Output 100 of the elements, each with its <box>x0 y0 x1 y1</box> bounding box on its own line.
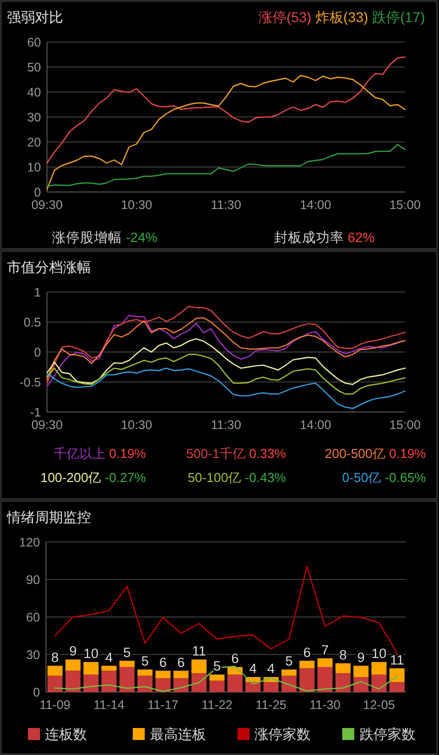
bar <box>299 668 315 692</box>
bar <box>173 670 189 678</box>
bar <box>155 670 171 678</box>
chart-title: 强弱对比 <box>7 9 63 25</box>
legend-label: 涨停家数 <box>254 726 310 742</box>
bar <box>137 670 153 676</box>
line-series <box>46 144 406 187</box>
legend-label: 最高连板 <box>150 726 206 742</box>
y-tick-label: 1 <box>34 285 42 300</box>
bar <box>47 666 63 676</box>
line-series <box>46 368 406 409</box>
bar <box>299 660 315 668</box>
bar <box>209 674 225 681</box>
chart-title: 市值分档涨幅 <box>7 259 91 275</box>
y-tick-label: 0 <box>34 185 42 200</box>
bar <box>65 670 81 692</box>
bar <box>281 676 297 692</box>
text: 100-200亿 -0.27% <box>40 470 146 485</box>
y-tick-label: 120 <box>19 535 40 550</box>
x-tick-label: 11-09 <box>39 698 71 712</box>
bar <box>47 676 63 692</box>
x-tick-label: 11-22 <box>201 698 233 712</box>
bar <box>119 667 135 692</box>
bar <box>335 663 351 674</box>
data-label: 8 <box>51 650 59 665</box>
legend-label: 跌停家数 <box>359 726 416 742</box>
chart-title: 情绪周期监控 <box>6 509 91 525</box>
text: 50-100亿 -0.43% <box>188 470 286 485</box>
x-tick-label: 09:30 <box>31 198 63 212</box>
bar <box>389 682 405 692</box>
bar <box>83 662 99 674</box>
data-label: 4 <box>249 661 258 676</box>
bar <box>137 676 153 692</box>
bar <box>245 682 261 692</box>
x-tick-label: 10:30 <box>120 198 152 212</box>
x-tick-label: 09:30 <box>31 418 63 432</box>
x-tick-label: 14:00 <box>300 198 332 212</box>
y-tick-label: 30 <box>26 648 40 662</box>
x-tick-label: 14:00 <box>300 418 332 432</box>
data-label: 5 <box>123 644 131 660</box>
bar <box>209 680 225 692</box>
x-tick-label: 10:30 <box>120 418 152 432</box>
data-label: 10 <box>371 646 387 661</box>
x-tick-label: 15:00 <box>389 198 421 212</box>
text: 涨停(53) <box>258 9 312 25</box>
y-tick-label: 60 <box>27 35 42 50</box>
data-label: 8 <box>339 647 347 662</box>
y-tick-label: 90 <box>26 572 40 587</box>
data-label: 9 <box>69 644 77 658</box>
data-label: 11 <box>192 644 206 658</box>
bar <box>335 673 351 692</box>
x-tick-label: 11-25 <box>255 698 287 712</box>
x-tick-label: 11:30 <box>210 418 242 432</box>
data-label: 7 <box>321 642 329 658</box>
data-label: 4 <box>267 661 276 676</box>
text: 0-50亿 -0.65% <box>342 470 426 485</box>
bar <box>317 667 333 692</box>
bar <box>371 674 387 692</box>
x-tick-label: 12-05 <box>363 698 396 712</box>
x-tick-label: 11:30 <box>210 198 242 212</box>
bar <box>389 668 405 682</box>
x-tick-label: 11-17 <box>147 698 179 712</box>
bar <box>191 660 207 674</box>
x-tick-label: 11-14 <box>93 698 125 712</box>
bar <box>65 660 81 671</box>
text: 500-1千亿 0.33% <box>186 446 286 461</box>
y-tick-label: 20 <box>27 135 42 150</box>
legend-label: 连板数 <box>45 726 87 742</box>
data-label: 11 <box>390 652 404 668</box>
text: 涨停股增幅 -24% <box>52 230 158 245</box>
text: 200-500亿 0.19% <box>324 446 426 461</box>
y-tick-label: 50 <box>27 60 42 74</box>
data-label: 5 <box>141 654 149 668</box>
data-label: 6 <box>303 644 311 660</box>
bar <box>317 658 333 667</box>
bar <box>371 662 387 674</box>
data-label: 6 <box>177 654 185 670</box>
data-label: 10 <box>83 646 99 661</box>
y-tick-label: 30 <box>27 110 42 124</box>
data-label: 6 <box>231 651 239 666</box>
bar <box>281 670 297 676</box>
data-label: 5 <box>285 654 293 668</box>
y-tick-label: -1 <box>30 405 42 420</box>
bar <box>353 677 369 692</box>
bar <box>263 682 279 692</box>
bar <box>191 673 207 692</box>
bar <box>83 674 99 692</box>
y-tick-label: 0.5 <box>24 315 42 330</box>
data-label: 9 <box>357 650 365 665</box>
text: 千亿以上 0.19% <box>54 446 146 461</box>
text: 炸板(33) <box>311 9 368 25</box>
y-tick-label: 10 <box>27 160 42 174</box>
bar <box>353 666 369 677</box>
data-label: 4 <box>105 650 114 665</box>
line-series <box>46 56 406 164</box>
text: 封板成功率 62% <box>274 230 375 245</box>
bar <box>227 674 243 692</box>
x-tick-label: 11-30 <box>309 698 341 712</box>
data-label: 6 <box>159 654 167 670</box>
bar <box>101 666 117 671</box>
